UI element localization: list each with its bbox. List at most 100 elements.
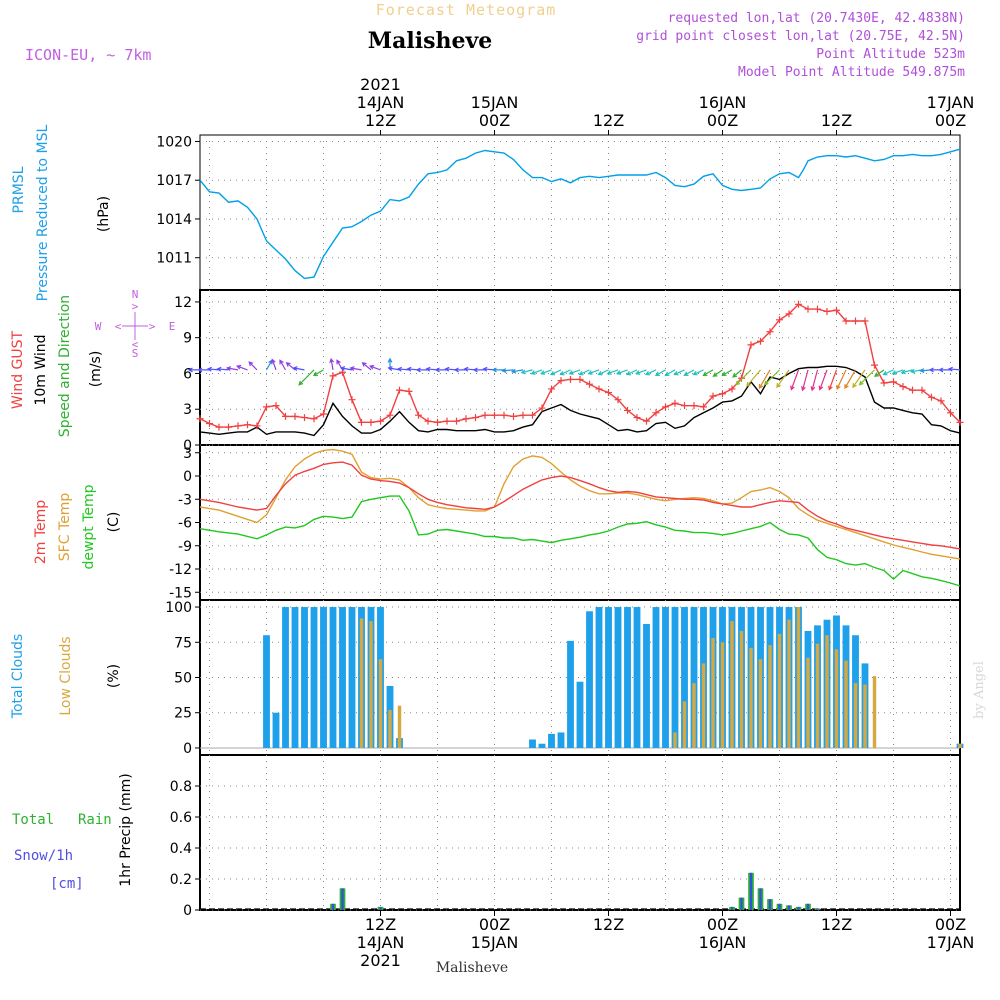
wind-direction-arrow <box>510 368 524 374</box>
low-cloud-bar <box>749 647 753 748</box>
low-cloud-bar <box>777 633 782 748</box>
gust-marker <box>282 412 289 420</box>
gust-marker <box>510 412 517 420</box>
gust-marker <box>472 414 479 422</box>
gust-marker <box>377 417 384 425</box>
gust-marker <box>833 306 840 314</box>
wind-direction-arrow <box>434 367 447 373</box>
gust-marker <box>291 412 299 420</box>
temp-2m-line <box>199 461 961 550</box>
y-tick-label: 3 <box>183 446 192 462</box>
gust-marker <box>358 418 365 426</box>
wind-direction-arrow <box>349 366 362 371</box>
gust-marker <box>880 379 888 387</box>
total-cloud-bar <box>652 607 660 748</box>
y-tick-label: -15 <box>169 585 192 601</box>
gust-marker <box>814 305 821 313</box>
grid-point-coords: grid point closest lon,lat (20.75E, 42.5… <box>636 29 965 44</box>
gust-marker <box>348 396 356 404</box>
low-cloud-bar <box>825 635 829 748</box>
wind-direction-arrow <box>683 369 695 377</box>
bottom-time-label: 17JAN <box>927 933 975 952</box>
low-cloud-bar <box>682 701 687 748</box>
wind-direction-arrow <box>735 369 752 386</box>
gust-marker <box>728 385 736 393</box>
wind-direction-arrow <box>712 369 723 377</box>
gust-marker <box>738 374 745 382</box>
wind-direction-arrow <box>692 369 704 376</box>
wind-direction-arrow <box>763 369 780 386</box>
wind-direction-arrow <box>578 369 590 376</box>
snow-precip-bar <box>341 888 344 910</box>
gust-marker <box>567 375 574 383</box>
wind-direction-arrow <box>919 368 932 373</box>
wind-label-unit: (m/s) <box>88 351 104 388</box>
low-cloud-bar <box>673 732 677 748</box>
total-cloud-bar <box>339 607 346 748</box>
wind-direction-arrow <box>482 366 495 372</box>
wind-label-10m: 10m Wind <box>33 334 49 405</box>
pressure-line <box>199 148 961 280</box>
wind-direction-arrow <box>265 359 273 371</box>
gust-marker <box>700 403 707 411</box>
temp-label-dewpt: dewpt Temp <box>81 484 97 569</box>
y-tick-label: 6 <box>183 366 192 382</box>
gust-marker <box>890 378 897 386</box>
low-cloud-bar <box>834 649 839 748</box>
wind-direction-arrow <box>844 369 857 390</box>
meteogram-label: Forecast Meteogram <box>376 1 557 19</box>
model-altitude: Model Point Altitude 549.875m <box>738 65 965 80</box>
wind-direction-arrow <box>549 369 562 376</box>
gust-marker <box>785 310 793 318</box>
gust-marker <box>453 417 460 425</box>
gust-marker <box>424 417 432 425</box>
requested-coords: requested lon,lat (20.7430E, 42.4838N) <box>668 11 965 26</box>
wind-direction-arrow <box>909 368 923 374</box>
bottom-time-label: 00Z <box>707 915 738 934</box>
low-cloud-bar <box>397 705 402 748</box>
wind-direction-arrow <box>206 366 220 372</box>
y-tick-label: -3 <box>178 492 192 508</box>
wind-direction-arrow <box>559 369 571 376</box>
bottom-time-label: 2021 <box>360 951 401 970</box>
total-cloud-bar <box>605 607 612 748</box>
snow-precip-bar <box>768 899 772 910</box>
top-time-label: 12Z <box>821 111 852 130</box>
total-cloud-bar <box>586 611 593 748</box>
total-cloud-bar <box>567 640 574 748</box>
low-cloud-bar <box>369 621 373 748</box>
temp-label-2m: 2m Temp <box>33 500 49 564</box>
wind-direction-arrow <box>891 369 904 375</box>
low-cloud-bar <box>787 619 791 748</box>
wind-direction-arrow <box>858 369 875 386</box>
compass-n: N <box>132 288 139 301</box>
gust-marker <box>909 386 916 394</box>
y-tick-label: 0 <box>183 438 192 454</box>
total-cloud-bar <box>329 607 337 748</box>
precip-label-rain: Rain <box>78 812 112 828</box>
wind-direction-arrow <box>248 361 258 371</box>
gust-marker <box>329 372 337 380</box>
y-tick-label: 9 <box>183 331 192 347</box>
wind-direction-arrow <box>472 367 485 373</box>
y-tick-label: 25 <box>174 706 192 722</box>
wind-direction-arrow <box>790 369 800 391</box>
wind-direction-arrow <box>329 357 335 370</box>
wind-direction-arrow <box>758 369 771 390</box>
snow-precip-bar <box>806 903 810 910</box>
gust-marker <box>899 383 907 391</box>
top-time-label: 12Z <box>365 111 396 130</box>
wind-direction-arrow <box>801 369 809 392</box>
gust-marker <box>643 417 650 425</box>
total-cloud-bar <box>614 607 622 748</box>
precip-label-cm: [cm] <box>50 876 84 892</box>
compass-w: W <box>95 320 102 333</box>
low-cloud-bar <box>720 642 725 748</box>
top-time-label: 00Z <box>479 111 510 130</box>
wind-direction-arrow <box>225 366 239 371</box>
wind-direction-arrow <box>644 369 657 376</box>
gust-marker <box>842 317 850 325</box>
total-cloud-bar <box>624 607 631 748</box>
total-cloud-bar <box>291 607 299 748</box>
gust-marker <box>709 392 717 400</box>
